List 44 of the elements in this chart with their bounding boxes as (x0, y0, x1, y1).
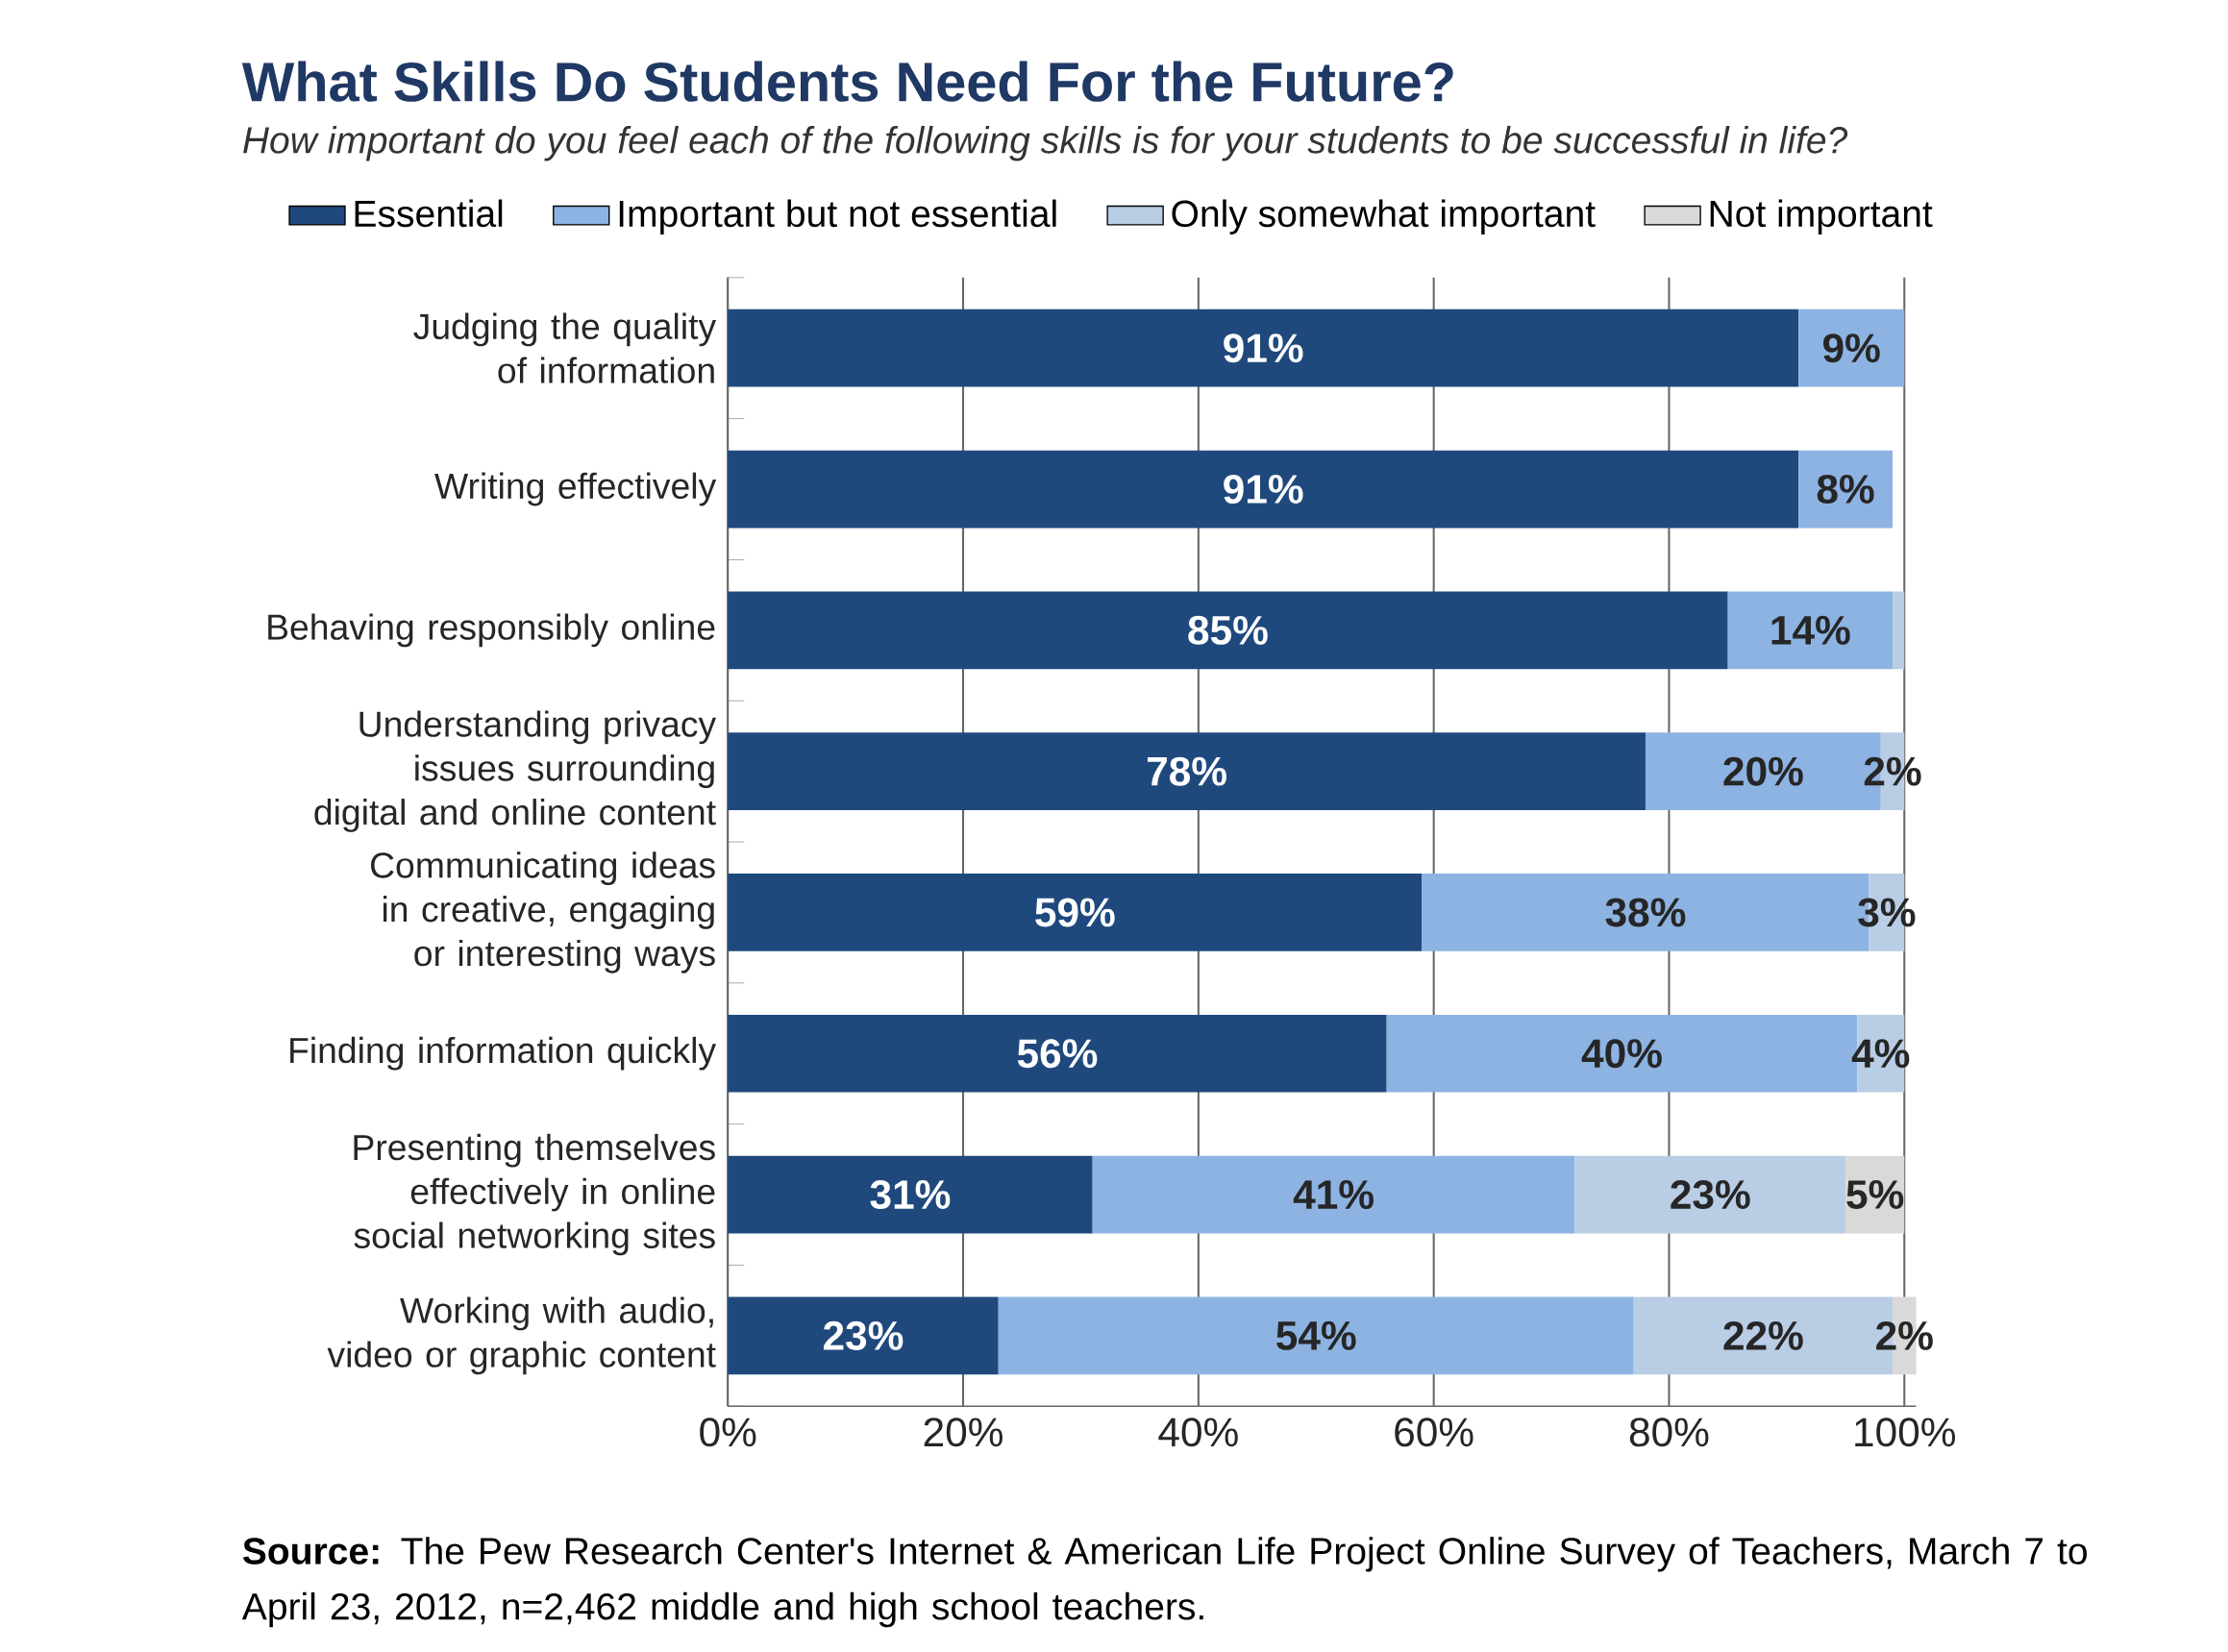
data-label: 8% (1817, 474, 1874, 504)
y-tick-label: Working with audio, video or graphic content (327, 1296, 716, 1375)
x-tick-label: 40% (1158, 1418, 1238, 1447)
data-label: 2% (1864, 756, 1921, 786)
data-label: 2% (1876, 1320, 1933, 1350)
data-label: 41% (1293, 1180, 1374, 1209)
x-tick-label: 60% (1395, 1418, 1473, 1447)
data-label: 59% (1035, 898, 1115, 927)
data-label: 3% (1858, 898, 1916, 927)
data-label: 91% (1224, 333, 1303, 363)
data-label: 14% (1771, 615, 1850, 645)
data-label: 4% (1851, 1039, 1910, 1069)
y-tick-label: Writing effectively (434, 472, 717, 506)
data-label: 22% (1723, 1320, 1803, 1350)
x-tick-label: 20% (924, 1418, 1003, 1447)
y-tick-label: Communicating ideas in creative, engaging or interesting ways (371, 851, 715, 974)
y-tick-label: Finding information quickly (290, 1036, 717, 1071)
data-label: 56% (1017, 1039, 1098, 1069)
y-tick-label: Judging the quality of information (413, 312, 717, 383)
data-label: 5% (1846, 1179, 1904, 1209)
legend-label: Not important (1710, 199, 1933, 234)
data-label: 23% (1671, 1179, 1750, 1210)
data-label: 85% (1188, 615, 1268, 645)
data-label: 9% (1823, 333, 1880, 363)
y-tick-label: Behaving responsibly online (268, 613, 715, 648)
y-tick-label: Understanding privacy issues surrounding digital and online content (314, 710, 717, 832)
x-tick-label: 80% (1629, 1418, 1709, 1447)
y-tick-label: Presenting themselves effectively in online social networking sites (354, 1133, 715, 1256)
text: Source: The Pew Research Center's Internet & American Life Project Online Survey of Teachers, March 7 to April 23, 2012, n=2,462 middle and high school teachers. (241, 1537, 2087, 1628)
data-label: 78% (1147, 756, 1226, 786)
data-label: 20% (1723, 756, 1803, 786)
chart-title: What Skills Do Students Need For the Future? (241, 61, 1453, 102)
data-label: 40% (1581, 1039, 1662, 1069)
data-label: 38% (1605, 898, 1686, 927)
data-label: 31% (870, 1179, 951, 1210)
data-label: 54% (1276, 1320, 1356, 1350)
x-tick-label: 0% (700, 1418, 756, 1447)
x-tick-label: 100% (1855, 1418, 1955, 1447)
legend-label: Essential (355, 199, 503, 228)
legend-label: Only somewhat important (1172, 199, 1596, 234)
data-label: 91% (1224, 474, 1303, 504)
legend-label: Important but not essential (619, 199, 1056, 234)
chart-subtitle: How important do you feel each of the following skills is for your students to be successful in life? (243, 125, 1848, 161)
data-label: 23% (824, 1320, 904, 1350)
